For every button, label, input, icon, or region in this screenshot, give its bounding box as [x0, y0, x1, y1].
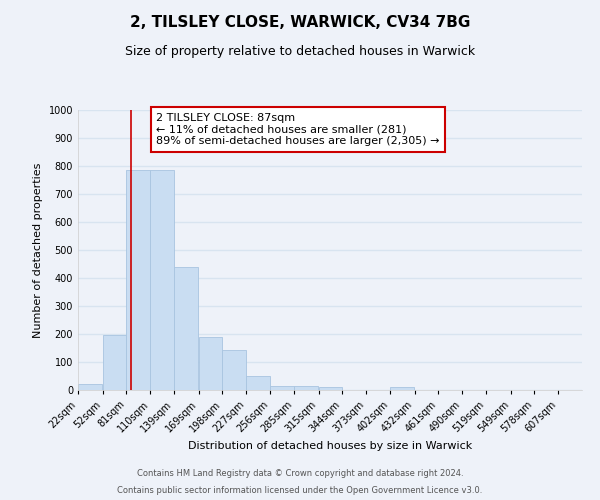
Text: 2, TILSLEY CLOSE, WARWICK, CV34 7BG: 2, TILSLEY CLOSE, WARWICK, CV34 7BG [130, 15, 470, 30]
Bar [294, 386, 317, 390]
Text: 2 TILSLEY CLOSE: 87sqm
← 11% of detached houses are smaller (281)
89% of semi-de: 2 TILSLEY CLOSE: 87sqm ← 11% of detached… [156, 113, 440, 146]
Text: Contains public sector information licensed under the Open Government Licence v3: Contains public sector information licen… [118, 486, 482, 495]
Bar [270, 386, 294, 390]
Bar [127, 170, 150, 390]
Text: Contains HM Land Registry data © Crown copyright and database right 2024.: Contains HM Land Registry data © Crown c… [137, 468, 463, 477]
Bar [199, 337, 223, 390]
Text: Size of property relative to detached houses in Warwick: Size of property relative to detached ho… [125, 45, 475, 58]
Bar [103, 336, 127, 390]
Bar [78, 384, 102, 390]
Bar [319, 387, 343, 390]
Bar [390, 387, 414, 390]
Bar [174, 267, 198, 390]
X-axis label: Distribution of detached houses by size in Warwick: Distribution of detached houses by size … [188, 441, 472, 451]
Bar [150, 170, 174, 390]
Bar [246, 376, 270, 390]
Y-axis label: Number of detached properties: Number of detached properties [33, 162, 43, 338]
Bar [223, 350, 246, 390]
